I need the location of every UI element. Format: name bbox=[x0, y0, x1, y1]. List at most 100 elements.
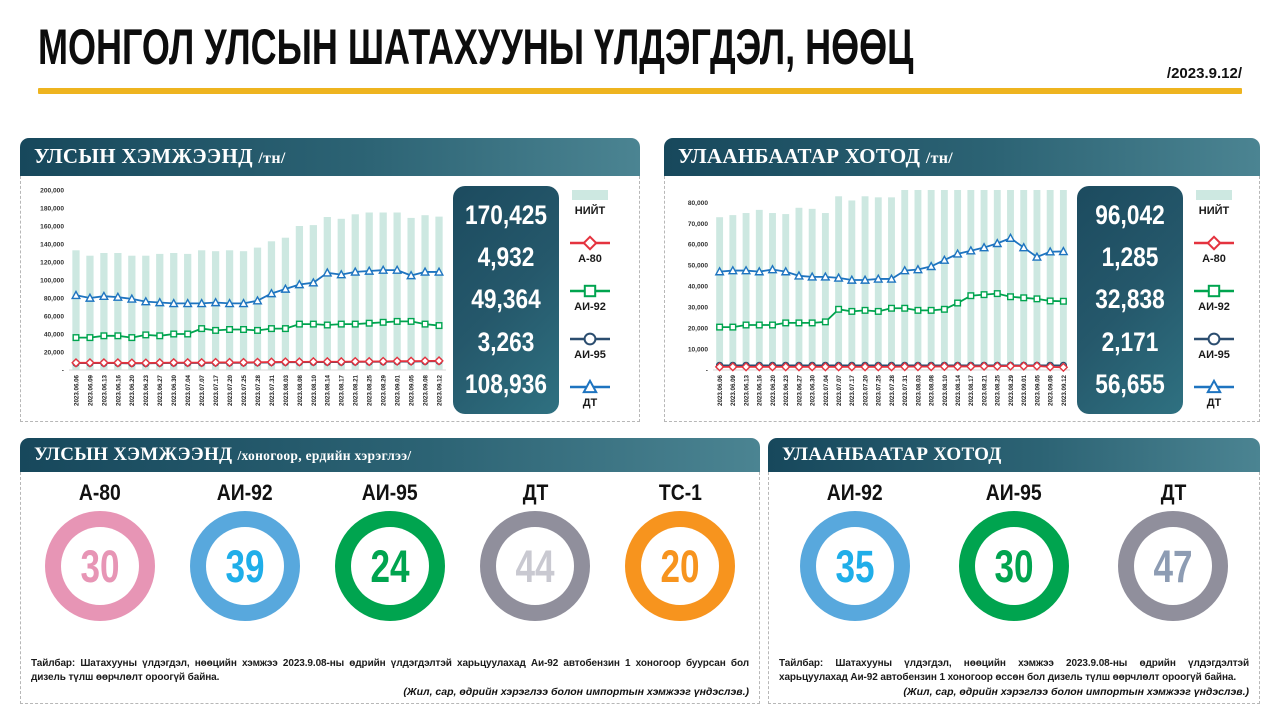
diamond-marker bbox=[252, 357, 263, 368]
x-tick-label: 2023.06.30 bbox=[171, 374, 178, 406]
x-tick-label: 2023.07.25 bbox=[876, 374, 883, 406]
total-bar bbox=[835, 196, 843, 370]
diamond-marker bbox=[154, 358, 165, 368]
diamond-marker bbox=[582, 235, 598, 251]
gauge-value: 35 bbox=[835, 540, 875, 592]
square-marker bbox=[808, 319, 816, 327]
triangle-marker bbox=[336, 269, 347, 279]
a80-legend-swatch-icon bbox=[570, 235, 610, 251]
panel-national-days-header: УЛСЫН ХЭМЖЭЭНД /хоногоор, ердийн хэрэглэ… bbox=[20, 438, 760, 472]
square-marker bbox=[967, 292, 975, 300]
total-bar bbox=[1059, 190, 1067, 370]
x-tick-label: 2023.09.08 bbox=[422, 374, 429, 406]
x-tick-label: 2023.09.12 bbox=[1061, 374, 1068, 406]
x-tick-label: 2023.07.31 bbox=[269, 374, 276, 406]
diamond-marker bbox=[1018, 361, 1029, 371]
x-tick-label: 2023.07.28 bbox=[255, 374, 262, 406]
days-gauge: ДТ 47 bbox=[1118, 480, 1229, 621]
y-tick-label: 60,000 bbox=[44, 313, 65, 320]
days-gauge: ДТ 44 bbox=[480, 480, 591, 621]
total-bar bbox=[281, 237, 290, 370]
total-bar bbox=[323, 217, 331, 370]
x-tick-label: 2023.08.25 bbox=[367, 374, 374, 406]
x-tick-label: 2023.08.25 bbox=[995, 374, 1002, 406]
triangle-marker bbox=[420, 266, 431, 276]
days-gauge: А-80 30 bbox=[44, 480, 155, 621]
x-tick-label: 2023.06.20 bbox=[770, 374, 777, 406]
x-tick-label: 2023.09.12 bbox=[436, 374, 443, 406]
triangle-marker bbox=[912, 264, 923, 274]
x-tick-label: 2023.07.07 bbox=[199, 374, 206, 406]
diamond-marker bbox=[741, 362, 751, 372]
square-marker bbox=[421, 320, 429, 328]
legend-item-ai92: АИ-92 bbox=[567, 282, 613, 313]
square-marker bbox=[337, 320, 345, 328]
x-tick-label: 2023.09.01 bbox=[1021, 374, 1028, 406]
niit-legend-swatch-icon bbox=[1196, 190, 1232, 200]
x-tick-label: 2023.07.17 bbox=[213, 374, 220, 406]
diamond-marker bbox=[182, 357, 193, 368]
y-tick-label: 60,000 bbox=[688, 242, 709, 249]
square-marker bbox=[86, 334, 94, 342]
total-bar bbox=[100, 253, 108, 370]
x-tick-label: 2023.06.27 bbox=[796, 374, 803, 406]
square-marker bbox=[72, 334, 80, 342]
diamond-marker bbox=[767, 362, 778, 372]
x-tick-label: 2023.08.21 bbox=[353, 374, 360, 406]
diamond-marker bbox=[873, 362, 884, 372]
diamond-marker bbox=[939, 361, 950, 372]
square-marker bbox=[253, 326, 261, 334]
x-tick-label: 2023.07.31 bbox=[902, 374, 909, 406]
x-tick-label: 2023.08.08 bbox=[929, 374, 936, 406]
x-tick-label: 2023.06.20 bbox=[129, 374, 136, 406]
square-marker bbox=[100, 332, 108, 340]
gauge-ring: 20 bbox=[625, 511, 736, 621]
x-tick-label: 2023.07.04 bbox=[823, 374, 830, 406]
total-bar bbox=[954, 190, 962, 370]
legend-item-dt: ДТ bbox=[1191, 378, 1237, 409]
triangle-marker bbox=[899, 265, 910, 275]
total-bar bbox=[435, 216, 443, 370]
gauge-ring-hole: 30 bbox=[974, 527, 1053, 605]
gauge-ring-hole: 35 bbox=[815, 527, 894, 605]
diamond-marker bbox=[886, 362, 897, 372]
total-bar bbox=[940, 190, 948, 370]
total-bar bbox=[888, 197, 895, 370]
diamond-marker bbox=[266, 357, 277, 367]
triangle-marker bbox=[196, 298, 207, 308]
triangle-marker bbox=[154, 297, 165, 307]
gauge-ring: 24 bbox=[334, 511, 445, 621]
diamond-marker bbox=[350, 356, 361, 367]
legend-item-ai95: АИ-95 bbox=[1191, 330, 1237, 361]
national-chart-legend: НИЙТ А-80 АИ-92 АИ-95 ДТ bbox=[561, 180, 619, 419]
x-tick-label: 2023.06.13 bbox=[743, 374, 750, 406]
square-marker bbox=[861, 306, 869, 314]
diamond-marker bbox=[966, 361, 976, 372]
y-tick-label: - bbox=[706, 367, 708, 374]
diamond-marker bbox=[238, 357, 249, 368]
total-bar bbox=[1020, 190, 1028, 370]
square-marker bbox=[940, 305, 948, 313]
diamond-marker bbox=[127, 358, 137, 368]
triangle-marker bbox=[846, 274, 857, 284]
gauge-ring: 30 bbox=[958, 511, 1069, 621]
national-footnote: Тайлбар: Шатахууны үлдэгдэл, нөөцийн хэм… bbox=[31, 658, 749, 683]
square-marker bbox=[323, 321, 331, 329]
diamond-marker bbox=[1058, 362, 1069, 373]
square-marker bbox=[887, 304, 895, 312]
diamond-marker bbox=[1005, 361, 1016, 371]
triangle-marker bbox=[952, 248, 963, 258]
total-bar bbox=[407, 217, 415, 370]
diamond-marker bbox=[992, 361, 1003, 372]
diamond-marker bbox=[434, 356, 444, 366]
triangle-marker bbox=[406, 270, 417, 280]
total-bar bbox=[808, 208, 816, 370]
latest-value: 32,838 bbox=[1095, 284, 1165, 315]
total-bar bbox=[156, 253, 164, 370]
x-tick-label: 2023.06.09 bbox=[730, 374, 737, 406]
panel-national-days: УЛСЫН ХЭМЖЭЭНД /хоногоор, ердийн хэрэглэ… bbox=[20, 438, 760, 704]
triangle-marker bbox=[238, 298, 249, 308]
panel-title: УЛСЫН ХЭМЖЭЭНД bbox=[34, 144, 253, 168]
x-tick-label: 2023.06.06 bbox=[73, 374, 80, 406]
square-marker bbox=[1046, 297, 1054, 305]
